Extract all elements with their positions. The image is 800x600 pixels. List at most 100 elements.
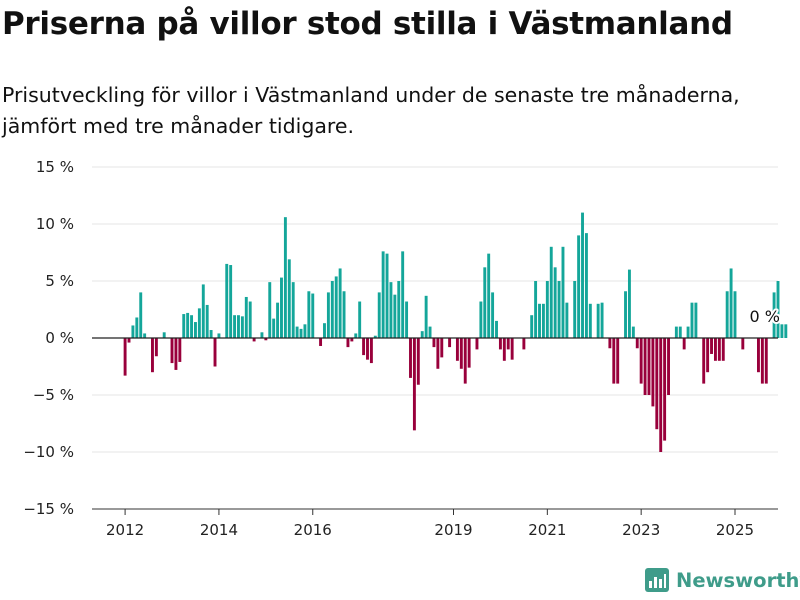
- bar: [412, 338, 416, 431]
- bar: [721, 338, 725, 361]
- newsworthy-logo-icon: [645, 568, 669, 592]
- x-tick-label: 2025: [716, 521, 754, 539]
- bar: [588, 303, 592, 338]
- bar: [237, 315, 240, 338]
- bar: [342, 291, 346, 338]
- bar: [600, 302, 604, 338]
- x-tick-label: 2019: [434, 521, 472, 539]
- bar: [612, 338, 616, 384]
- bar: [299, 328, 303, 338]
- bar: [741, 338, 745, 350]
- bar: [725, 291, 729, 338]
- bar: [538, 303, 541, 338]
- bar: [553, 267, 557, 338]
- bar: [674, 326, 678, 338]
- bar: [455, 338, 459, 361]
- bar: [272, 318, 276, 338]
- bar: [373, 335, 377, 338]
- bar: [428, 326, 432, 338]
- bar: [424, 295, 428, 338]
- x-tick-label: 2023: [622, 521, 660, 539]
- bar: [475, 338, 479, 350]
- bar: [483, 267, 487, 338]
- bar: [463, 338, 467, 384]
- bar: [510, 338, 514, 360]
- bar: [151, 338, 154, 373]
- bar: [186, 312, 190, 338]
- bar: [561, 246, 565, 338]
- bar: [682, 338, 686, 350]
- bar: [616, 338, 620, 384]
- bar: [506, 338, 510, 350]
- bars: [123, 212, 788, 452]
- bar: [432, 338, 436, 348]
- bar: [557, 281, 561, 338]
- bar: [467, 338, 471, 368]
- y-tick-label: −15 %: [23, 500, 74, 518]
- bar: [205, 304, 209, 338]
- bar: [440, 338, 444, 358]
- bar: [663, 338, 667, 441]
- bar: [436, 338, 440, 369]
- bar: [135, 317, 139, 338]
- bar: [549, 246, 553, 338]
- y-tick-label: 15 %: [36, 158, 74, 176]
- bar: [655, 338, 659, 430]
- y-tick-label: 0 %: [45, 329, 74, 347]
- bar: [338, 268, 342, 338]
- bar: [772, 292, 776, 338]
- bar: [541, 303, 545, 338]
- bar: [248, 301, 252, 338]
- x-tick-label: 2016: [294, 521, 332, 539]
- bar: [702, 338, 706, 384]
- bar: [487, 253, 491, 338]
- bar: [565, 302, 569, 338]
- bar: [252, 338, 256, 342]
- bar: [479, 301, 483, 338]
- bar: [217, 333, 221, 338]
- bar: [346, 338, 350, 348]
- bar: [162, 332, 166, 338]
- bar: [319, 338, 323, 346]
- bar: [577, 235, 581, 338]
- bar: [659, 338, 663, 452]
- bar: [350, 338, 354, 342]
- bar: [225, 263, 229, 338]
- bar: [260, 332, 264, 338]
- bar: [627, 269, 631, 338]
- bar: [170, 338, 174, 364]
- bar: [631, 326, 635, 338]
- x-tick-label: 2014: [200, 521, 238, 539]
- bar: [596, 303, 600, 338]
- bar: [139, 292, 143, 338]
- bar: [733, 291, 737, 338]
- bar: [194, 322, 197, 338]
- bar: [280, 277, 283, 338]
- bar: [409, 338, 412, 378]
- bar: [201, 284, 205, 338]
- bar: [330, 281, 334, 338]
- bar: [389, 282, 393, 338]
- y-tick-label: 10 %: [36, 215, 74, 233]
- bar: [713, 338, 717, 361]
- bar: [377, 292, 381, 338]
- bar: [127, 338, 131, 343]
- bar: [182, 314, 186, 338]
- bar: [405, 301, 409, 338]
- bar: [287, 259, 291, 338]
- bar: [233, 315, 237, 338]
- bar: [240, 316, 244, 338]
- bar: [307, 291, 311, 338]
- y-tick-label: −5 %: [33, 386, 74, 404]
- bar: [776, 281, 780, 338]
- bar: [354, 333, 358, 338]
- chart-subtitle: Prisutveckling för villor i Västmanland …: [2, 83, 740, 138]
- brand: Newsworthy: [645, 568, 800, 592]
- bar: [624, 291, 627, 338]
- bar: [154, 338, 158, 357]
- bar: [491, 292, 495, 338]
- bar: [326, 292, 330, 338]
- bar: [385, 253, 389, 338]
- bar: [334, 276, 338, 338]
